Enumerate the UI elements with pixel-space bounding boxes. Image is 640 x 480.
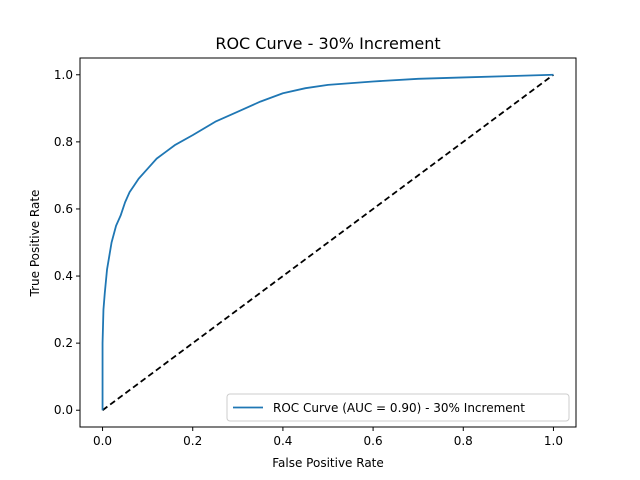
y-axis-ticks: 0.0 0.2 0.4 0.6 0.8 1.0: [54, 68, 80, 417]
x-tick-label: 0.8: [454, 434, 473, 448]
plot-area: [79, 57, 577, 428]
roc-curve-line: [101, 73, 554, 411]
x-tick-label: 0.4: [273, 434, 292, 448]
x-tick-label: 0.2: [183, 434, 202, 448]
plot-frame: [79, 57, 577, 428]
x-axis-ticks: 0.0 0.2 0.4 0.6 0.8 1.0: [93, 427, 563, 448]
y-axis-label: True Positive Rate: [28, 190, 42, 298]
x-tick-label: 0.0: [93, 434, 112, 448]
y-tick-label: 0.4: [54, 269, 73, 283]
y-tick-label: 1.0: [54, 68, 73, 82]
series-layer: [101, 73, 554, 411]
x-tick-label: 0.6: [364, 434, 383, 448]
x-tick-label: 1.0: [544, 434, 563, 448]
legend-entry-label: ROC Curve (AUC = 0.90) - 30% Increment: [273, 401, 525, 415]
legend-box: [226, 393, 570, 422]
y-tick-label: 0.8: [54, 135, 73, 149]
chart-title: ROC Curve - 30% Increment: [215, 34, 440, 53]
chance-diagonal-line: [102, 74, 554, 411]
y-tick-label: 0.6: [54, 202, 73, 216]
y-tick-label: 0.2: [54, 336, 73, 350]
y-tick-label: 0.0: [54, 403, 73, 417]
legend: ROC Curve (AUC = 0.90) - 30% Increment: [226, 393, 570, 422]
x-axis-label: False Positive Rate: [272, 456, 384, 470]
